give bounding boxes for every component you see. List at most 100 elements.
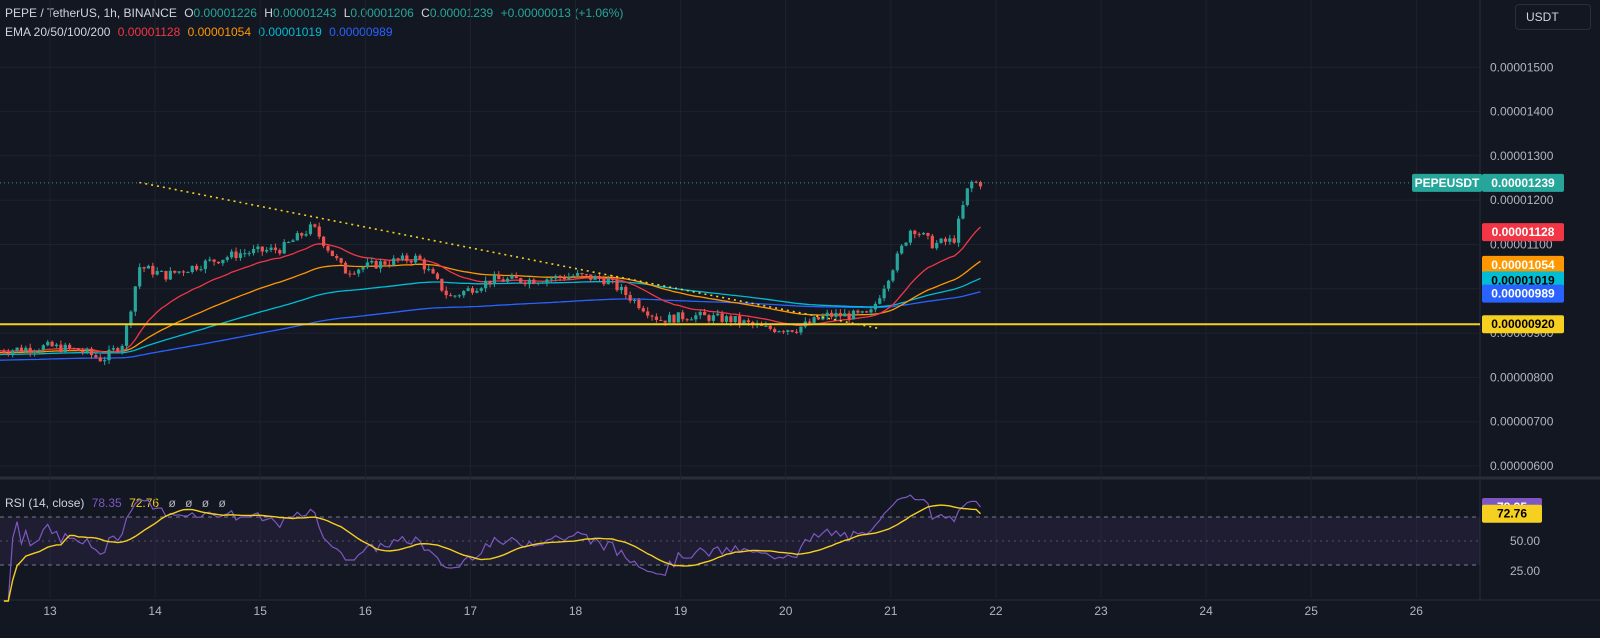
- symbol-name[interactable]: PEPE / TetherUS, 1h, BINANCE: [5, 6, 177, 20]
- candle-body: [155, 271, 159, 275]
- candle-body: [711, 315, 715, 321]
- candle-body: [2, 350, 6, 353]
- candle-body: [567, 276, 571, 280]
- ema200-line: [0, 291, 981, 361]
- candle-body: [527, 279, 532, 285]
- candle-body: [208, 259, 212, 261]
- candle-body: [943, 238, 948, 242]
- candle-body: [479, 288, 483, 291]
- candle-body: [654, 316, 659, 320]
- candle-body: [768, 325, 772, 329]
- rsi-value: 78.35: [91, 496, 122, 510]
- candle-body: [505, 278, 510, 282]
- candle-body: [663, 320, 667, 323]
- candle-body: [794, 331, 799, 333]
- candle-body: [422, 259, 426, 270]
- candle-body: [908, 230, 913, 243]
- candle-body: [624, 286, 628, 295]
- symbol-legend[interactable]: PEPE / TetherUS, 1h, BINANCE O0.00001226…: [5, 6, 623, 21]
- candle-body: [265, 249, 269, 252]
- candle-body: [138, 267, 142, 287]
- candle-body: [273, 247, 278, 251]
- candle-body: [584, 274, 588, 276]
- currency-button[interactable]: USDT: [1515, 4, 1591, 30]
- candle-body: [865, 311, 869, 313]
- ema50-tag-text: 0.00001054: [1491, 258, 1555, 272]
- time-tick-label: 15: [254, 604, 268, 618]
- time-tick-label: 18: [569, 604, 583, 618]
- support-tag-text: 0.00000920: [1491, 317, 1555, 331]
- ema50-tag: [1482, 255, 1564, 274]
- candle-body: [440, 278, 444, 291]
- candle-body: [89, 348, 94, 356]
- candle-body: [212, 259, 216, 262]
- candle-body: [431, 269, 435, 274]
- candle-body: [974, 181, 978, 183]
- candle-body: [602, 278, 606, 285]
- rsi-label[interactable]: RSI (14, close): [5, 496, 85, 510]
- candle-body: [365, 262, 370, 268]
- candle-body: [816, 317, 821, 320]
- candle-body: [492, 275, 496, 284]
- candle-body: [554, 275, 558, 279]
- candle-body: [702, 311, 707, 316]
- candle-body: [930, 235, 934, 249]
- price-tick-label: 0.00000600: [1490, 459, 1554, 473]
- candle-body: [387, 264, 391, 266]
- candle-body: [562, 277, 567, 280]
- candle-body: [444, 290, 448, 296]
- candle-body: [37, 350, 41, 352]
- candle-body: [457, 295, 461, 297]
- open-label: O: [184, 6, 194, 20]
- price-tick-label: 0.00001300: [1490, 149, 1554, 163]
- candle-body: [580, 273, 584, 275]
- time-tick-label: 20: [779, 604, 793, 618]
- candle-body: [94, 355, 98, 358]
- candle-body: [685, 319, 689, 321]
- rsi-tick-label: 25.00: [1510, 564, 1540, 578]
- candle-body: [164, 270, 168, 280]
- ema200-value: 0.00000989: [329, 25, 393, 39]
- low-label: L: [343, 6, 351, 20]
- candle-body: [895, 253, 899, 271]
- candle-body: [606, 278, 610, 285]
- candle-body: [129, 311, 133, 326]
- candle-body: [269, 247, 273, 250]
- high-value: 0.00001243: [272, 6, 337, 20]
- candle-body: [939, 238, 943, 243]
- candle-body: [300, 233, 304, 236]
- candle-body: [41, 345, 45, 351]
- candle-body: [676, 312, 680, 323]
- candle-body: [234, 251, 238, 258]
- candle-body: [597, 276, 602, 279]
- time-tick-label: 21: [884, 604, 898, 618]
- ema20-tag: [1482, 223, 1564, 242]
- candle-body: [247, 253, 251, 255]
- candle-body: [286, 242, 291, 244]
- candle-body: [519, 278, 523, 283]
- rsi-extras: ø ø ø ø: [168, 496, 229, 510]
- candle-body: [348, 273, 352, 275]
- ema20-value: 0.00001128: [117, 25, 181, 39]
- ema100-tag-text: 0.00001019: [1491, 273, 1555, 287]
- ema200-tag-text: 0.00000989: [1491, 287, 1555, 301]
- candle-body: [856, 310, 860, 313]
- candle-body: [948, 238, 952, 242]
- candle-body: [694, 315, 698, 320]
- candle-body: [400, 255, 405, 260]
- candle-body: [28, 347, 32, 353]
- candle-body: [593, 276, 597, 280]
- high-label: H: [264, 6, 273, 20]
- candle-body: [107, 349, 111, 361]
- time-tick-label: 13: [43, 604, 57, 618]
- rsi-ma-tag: [1482, 504, 1542, 523]
- candle-body: [225, 257, 229, 260]
- ema-label[interactable]: EMA 20/50/100/200: [5, 25, 111, 39]
- ema200-tag: [1482, 284, 1564, 303]
- candle-body: [777, 331, 781, 333]
- candle-body: [615, 279, 619, 291]
- candle-body: [540, 282, 545, 284]
- candle-body: [54, 344, 59, 347]
- ema-legend[interactable]: EMA 20/50/100/200 0.00001128 0.00001054 …: [5, 25, 393, 40]
